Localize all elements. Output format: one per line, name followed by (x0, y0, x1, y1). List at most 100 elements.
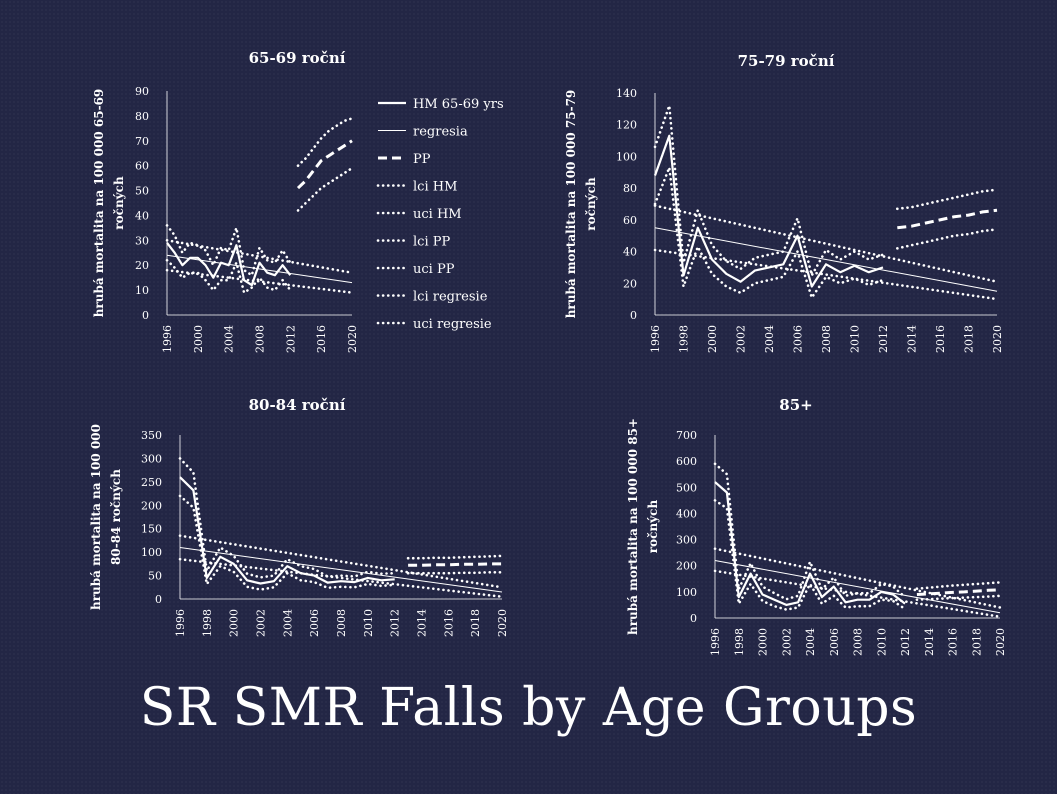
series-line-hm (179, 476, 395, 585)
y-tick-label: 60 (135, 160, 149, 173)
series-line-uci-hm (713, 462, 907, 601)
series-line-regresia (714, 560, 1001, 614)
legend: HM 65-69 yrs regresia PP lci HM uci HM lci PP… (376, 97, 504, 332)
y-tick-label: 40 (135, 209, 149, 222)
y-tick-label: 300 (676, 534, 697, 547)
x-tick-label: 2012 (877, 325, 890, 353)
y-axis-label: ročných (646, 500, 660, 554)
y-tick-label: 80 (623, 182, 637, 195)
chart-title: 80-84 roční (249, 396, 346, 414)
y-tick-label: 50 (148, 570, 162, 583)
legend-label: HM 65-69 yrs (413, 97, 504, 112)
y-tick-label: 350 (141, 429, 162, 442)
y-tick-label: 100 (616, 150, 637, 163)
x-tick-label: 2014 (416, 609, 429, 637)
chart-title: 85+ (779, 396, 812, 414)
x-tick-label: 2020 (346, 325, 359, 353)
x-tick-label: 2016 (315, 325, 328, 353)
x-tick-label: 2004 (223, 325, 236, 353)
series-line-hm (714, 481, 906, 607)
y-tick-label: 80 (135, 110, 149, 123)
y-tick-label: 10 (135, 284, 149, 297)
legend-label: lci HM (413, 180, 457, 195)
x-tick-label: 2008 (254, 325, 267, 353)
x-tick-label: 2014 (923, 628, 936, 656)
x-tick-label: 2002 (735, 325, 748, 353)
x-tick-label: 2008 (335, 609, 348, 637)
x-tick-label: 2000 (757, 628, 770, 656)
series-line-lci-pp (406, 570, 504, 575)
slide-title: SR SMR Falls by Age Groups (139, 678, 918, 738)
chart-title: 65-69 roční (249, 49, 346, 67)
x-tick-label: 2012 (389, 609, 402, 637)
y-axis-label: hrubá mortalita na 100 000 75-79 (564, 90, 578, 319)
x-tick-label: 2000 (228, 609, 241, 637)
x-tick-label: 2002 (255, 609, 268, 637)
chart-2: 75-79 roční hrubá mortalita na 100 000 75… (564, 52, 1004, 353)
chart-3: 80-84 roční hrubá mortalita na 100 000 80-… (89, 396, 509, 637)
y-tick-label: 20 (135, 259, 149, 272)
series-line-lci-hm (653, 166, 885, 299)
series-line-lci-hm (165, 258, 292, 294)
x-tick-label: 2002 (780, 628, 793, 656)
series-line-lci-hm (178, 494, 397, 591)
y-tick-label: 20 (623, 277, 637, 290)
y-axis-label: ročných (584, 177, 598, 231)
legend-label: lci PP (413, 235, 450, 250)
x-tick-label: 2010 (362, 609, 375, 637)
y-tick-label: 600 (676, 455, 697, 468)
legend-label: PP (413, 152, 431, 167)
series-line-pp (408, 562, 502, 567)
x-tick-label: 1996 (161, 325, 174, 353)
series-line-uci-hm (653, 104, 885, 277)
x-tick-label: 2014 (906, 325, 919, 353)
y-tick-label: 700 (676, 429, 697, 442)
x-tick-label: 1998 (201, 609, 214, 637)
x-tick-label: 2018 (469, 609, 482, 637)
x-tick-label: 2008 (820, 325, 833, 353)
series-line-uci-pp (895, 188, 999, 211)
x-tick-label: 2018 (970, 628, 983, 656)
x-tick-label: 2004 (804, 628, 817, 656)
y-tick-label: 400 (676, 507, 697, 520)
x-tick-label: 2012 (284, 325, 297, 353)
y-tick-label: 50 (135, 185, 149, 198)
x-tick-label: 2020 (991, 325, 1004, 353)
series-line-uci-pp (915, 581, 1002, 591)
y-tick-label: 60 (623, 214, 637, 227)
y-tick-label: 300 (141, 452, 162, 465)
y-tick-label: 0 (155, 593, 162, 606)
y-tick-label: 250 (141, 476, 162, 489)
series-line-pp (296, 139, 353, 190)
x-tick-label: 2006 (828, 628, 841, 656)
x-tick-label: 2010 (849, 325, 862, 353)
y-tick-label: 100 (676, 586, 697, 599)
x-tick-label: 2012 (899, 628, 912, 656)
y-axis-label: hrubá mortalita na 100 000 65-69 (92, 89, 106, 318)
x-tick-label: 2006 (792, 325, 805, 353)
x-tick-label: 2000 (706, 325, 719, 353)
legend-label: uci regresie (413, 317, 492, 332)
y-axis-label: hrubá mortalita na 100 000 85+ (626, 418, 640, 635)
y-tick-label: 0 (630, 309, 637, 322)
legend-label: regresia (413, 125, 468, 140)
series-line-regresia (179, 547, 503, 593)
series-line-pp (897, 208, 998, 230)
y-tick-label: 30 (135, 234, 149, 247)
x-tick-label: 2004 (763, 325, 776, 353)
series-line-uci-regresie (165, 239, 354, 275)
x-tick-label: 2016 (934, 325, 947, 353)
x-tick-label: 2016 (947, 628, 960, 656)
x-tick-label: 2010 (875, 628, 888, 656)
x-tick-label: 1998 (678, 325, 691, 353)
y-tick-label: 90 (135, 85, 149, 98)
series-line-lci-hm (713, 499, 907, 611)
y-axis-label: hrubá mortalita na 100 000 (89, 424, 103, 610)
y-tick-label: 150 (141, 523, 162, 536)
x-tick-label: 2004 (281, 609, 294, 637)
x-tick-label: 1996 (174, 609, 187, 637)
y-tick-label: 200 (676, 560, 697, 573)
series-line-uci-pp (296, 117, 354, 167)
series-line-uci-pp (406, 554, 504, 560)
